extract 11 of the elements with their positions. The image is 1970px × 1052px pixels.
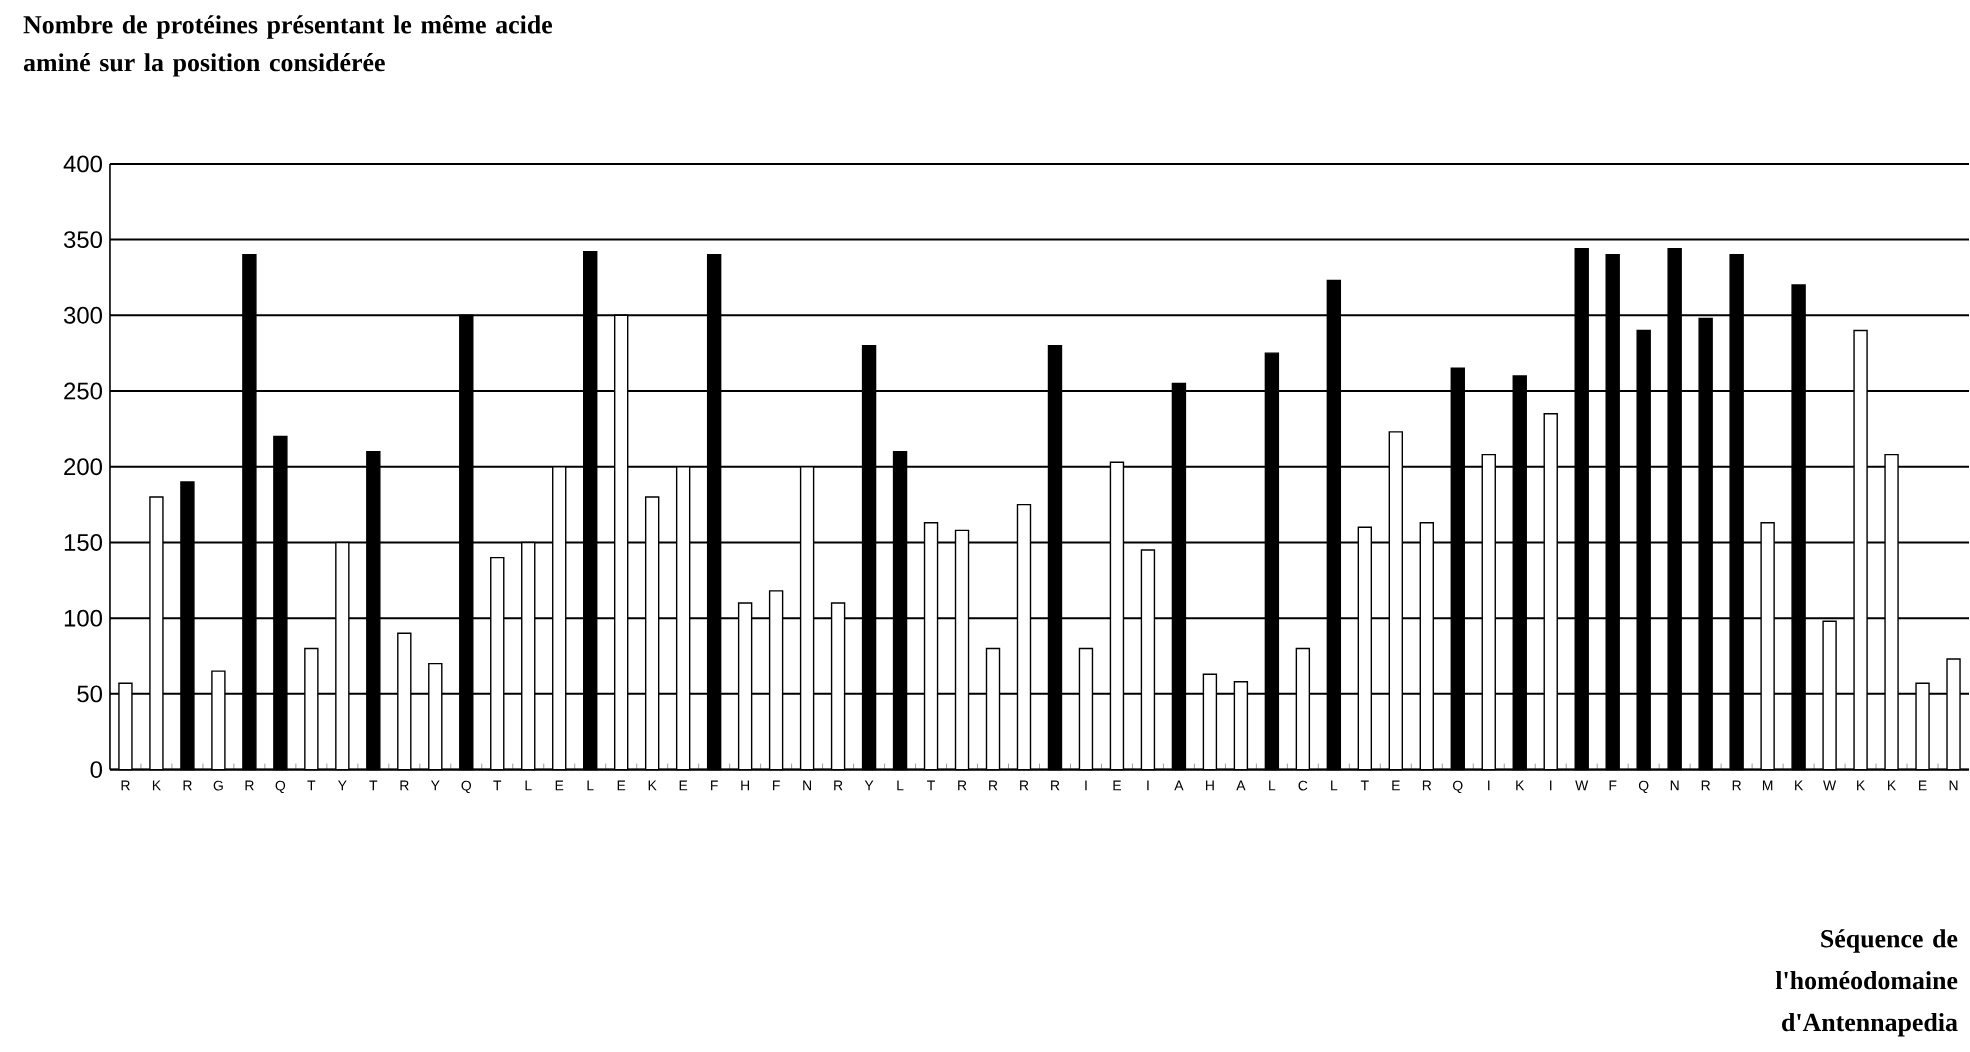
chart-title: Nombre de protéines présentant le même acide aminé sur la position considérée <box>23 15 553 77</box>
y-tick-label: 300 <box>63 307 102 325</box>
y-tick-label: 100 <box>64 609 102 627</box>
y-tick-label: 150 <box>64 534 102 552</box>
text: Séquence de l'homéodomaine d'Antennapedia <box>1775 929 1958 1037</box>
y-tick-label: 0 <box>90 761 102 779</box>
y-tick-label: 50 <box>77 685 102 703</box>
y-tick-label: 250 <box>64 382 102 400</box>
y-tick-label: 200 <box>64 458 102 476</box>
y-tick-label: 350 <box>63 231 102 249</box>
y-tick-label: 400 <box>63 155 102 173</box>
